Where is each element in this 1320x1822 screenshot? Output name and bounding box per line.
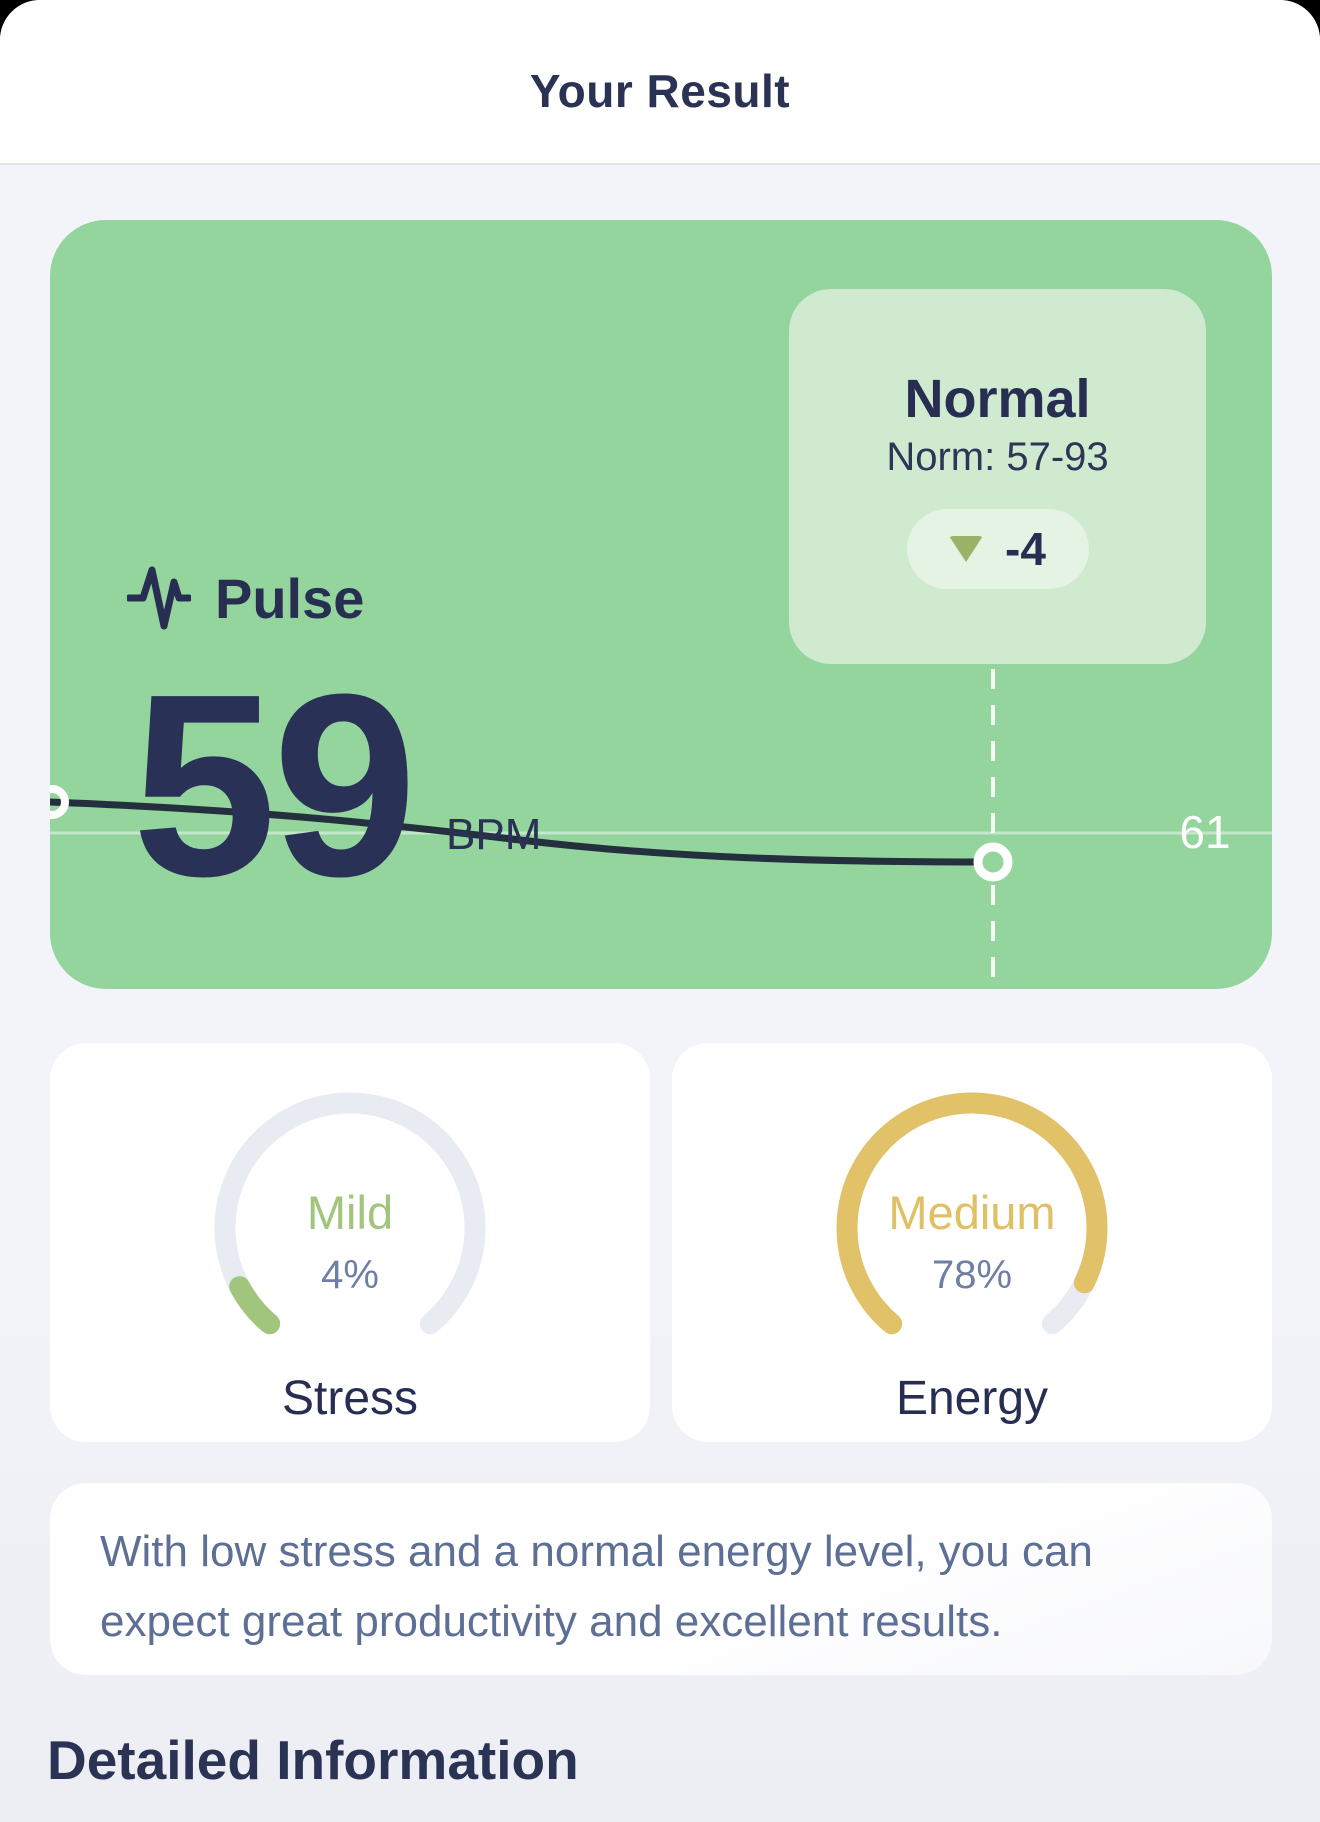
heartbeat-icon xyxy=(127,566,191,630)
energy-percent: 78% xyxy=(931,1253,1013,1297)
delta-value: -4 xyxy=(1005,523,1046,575)
energy-level: Medium xyxy=(888,1186,1056,1239)
pulse-card: 61 Pulse 59 BPM Normal Norm: 57-93 -4 xyxy=(50,220,1272,989)
chart-start-dot xyxy=(50,785,69,819)
stress-card: Mild 4% Stress xyxy=(50,1043,650,1442)
gauge-progress xyxy=(836,1092,1108,1335)
stress-percent: 4% xyxy=(321,1253,379,1297)
status-norm-range: Norm: 57-93 xyxy=(886,435,1109,479)
pulse-trend-line xyxy=(50,798,997,866)
summary-text: With low stress and a normal energy leve… xyxy=(100,1527,1093,1646)
pulse-status-badge: Normal Norm: 57-93 -4 xyxy=(789,289,1206,664)
summary-card: With low stress and a normal energy leve… xyxy=(50,1483,1272,1675)
delta-pill: -4 xyxy=(906,509,1089,589)
stress-label: Stress xyxy=(281,1372,419,1425)
stress-gauge xyxy=(214,1092,486,1335)
energy-gauge xyxy=(836,1092,1108,1335)
gauge-track xyxy=(214,1092,486,1335)
gauge-progress xyxy=(229,1276,281,1335)
triangle-down-icon xyxy=(949,536,984,562)
pulse-card-title: Pulse xyxy=(215,566,365,630)
page-title: Your Result xyxy=(529,64,791,117)
pulse-header-row: Pulse xyxy=(127,558,364,638)
detailed-information-title: Detailed Information xyxy=(47,1729,579,1791)
chart-end-dot xyxy=(973,842,1013,882)
energy-card: Medium 78% Energy xyxy=(672,1043,1272,1442)
stress-gauge-text: Mild 4% xyxy=(50,1185,650,1301)
stress-level: Mild xyxy=(306,1186,394,1239)
pulse-value: 59 xyxy=(132,641,417,931)
pulse-unit: BPM xyxy=(446,810,542,859)
energy-gauge-text: Medium 78% xyxy=(672,1185,1272,1301)
chart-reference-value: 61 xyxy=(1179,806,1230,858)
pulse-chart: 61 xyxy=(50,669,1272,984)
header-bar: Your Result xyxy=(0,0,1320,165)
status-label: Normal xyxy=(904,369,1091,429)
energy-label: Energy xyxy=(895,1372,1049,1425)
